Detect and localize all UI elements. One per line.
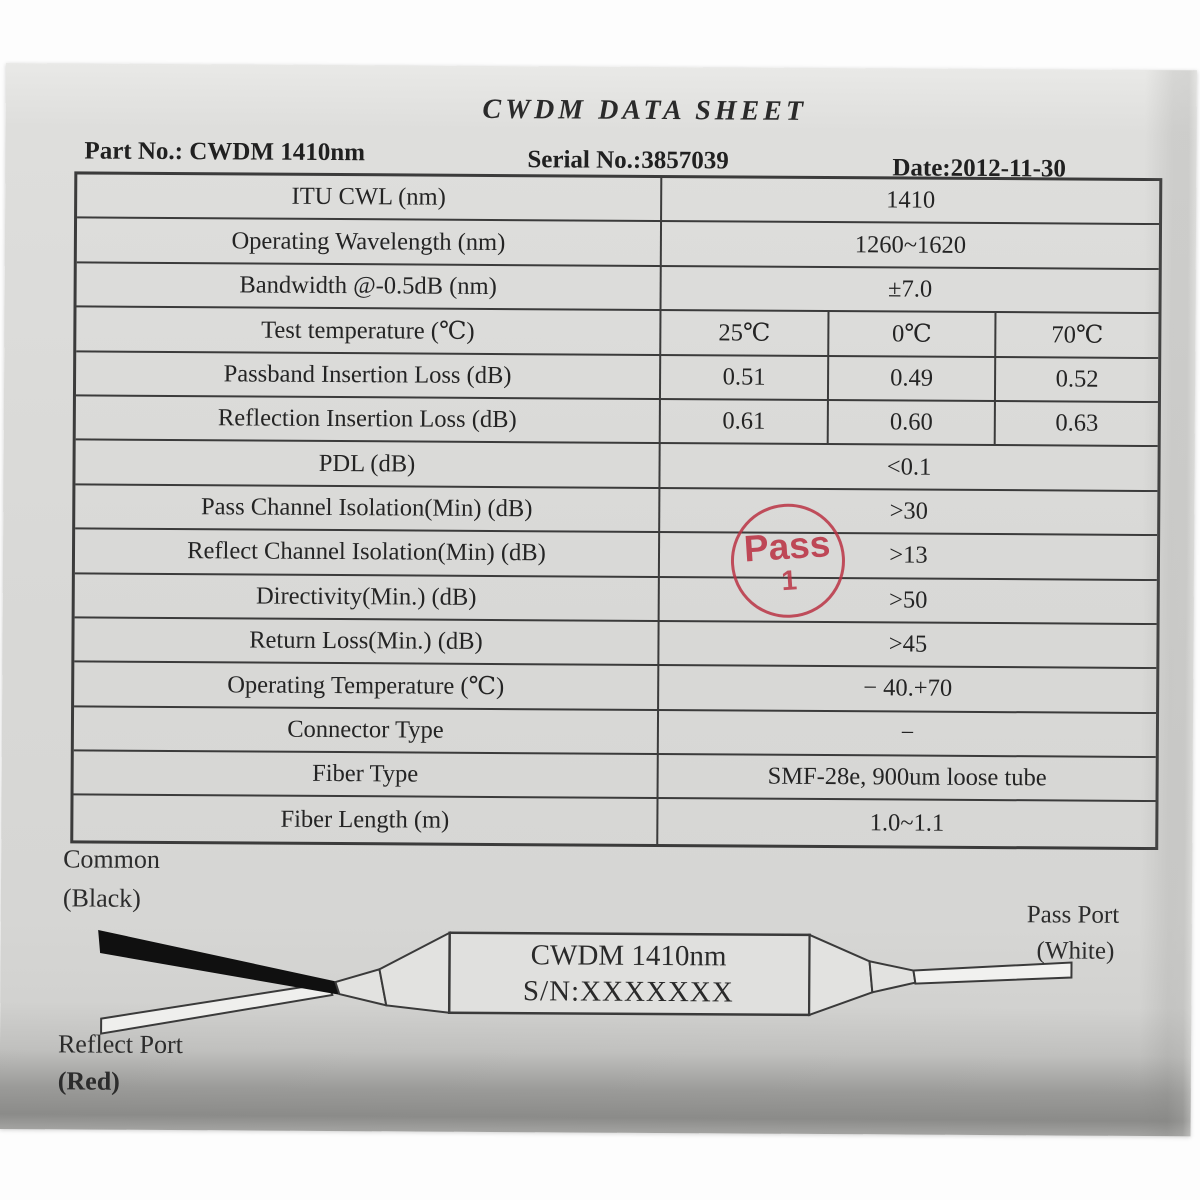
row-label: Test temperature (℃) [76,307,662,354]
row-value: 0℃ [829,312,997,356]
row-label: Fiber Type [73,751,659,798]
row-value: − [900,719,915,747]
row-label: PDL (dB) [75,440,661,487]
table-row: ITU CWL (nm) 1410 [77,174,1160,226]
row-label: Reflection Insertion Loss (dB) [75,396,661,443]
row-value: 1410 [886,186,936,214]
row-value: >45 [888,630,928,658]
row-label: Return Loss(Min.) (dB) [74,618,660,665]
row-label: Reflect Channel Isolation(Min) (dB) [74,529,661,576]
pass-port-label: Pass Port [1026,901,1120,929]
row-value: 0.52 [1055,365,1099,393]
row-value: 0.51 [660,355,830,399]
pass-fiber-white [912,961,1073,985]
table-row: Operating Wavelength (nm) 1260~1620 [76,218,1160,270]
coupler-left-neck [334,968,388,1007]
row-value: 70℃ [1051,321,1104,350]
row-value: 0.49 [828,356,997,401]
table-row: Reflection Insertion Loss (dB) 0.61 0.60 0.… [75,396,1158,448]
common-port-color: (Black) [62,883,141,913]
row-label: Pass Channel Isolation(Min) (dB) [75,485,661,532]
row-label: Bandwidth @-0.5dB (nm) [76,263,662,310]
reflect-port-color: (Red) [57,1066,120,1096]
row-value: 1.0~1.1 [869,808,945,837]
table-row: Test temperature (℃) 25℃ 0℃ 70℃ [76,307,1159,359]
row-value: 1260~1620 [854,230,967,259]
table-row: Directivity(Min.) (dB) >50 [74,573,1157,625]
coupler-right-taper [808,933,874,1017]
row-value: 0.61 [660,399,829,444]
table-row: PDL (dB) <0.1 [75,440,1158,492]
common-port-label: Common [63,844,161,874]
row-value: ±7.0 [888,275,933,303]
row-label: Operating Wavelength (nm) [76,218,663,265]
serial-number: Serial No.:3857039 [527,146,729,175]
row-label: Fiber Length (m) [73,795,659,844]
row-value: SMF-28e, 900um loose tube [767,762,1047,792]
device-label-model: CWDM 1410nm [530,939,727,973]
row-label: Directivity(Min.) (dB) [74,573,660,620]
row-value: 0.60 [828,400,996,445]
table-row: Return Loss(Min.) (dB) >45 [74,618,1157,670]
table-row: Reflect Channel Isolation(Min) (dB) >13 [74,529,1158,581]
row-label: Passband Insertion Loss (dB) [75,351,662,398]
row-value: >50 [888,586,928,614]
device-label-serial: S/N:XXXXXXX [522,975,734,1009]
part-number: Part No.: CWDM 1410nm [84,137,366,167]
row-value: >13 [889,541,928,569]
row-label: Operating Temperature (℃) [74,662,660,709]
paper-sheet: CWDM DATA SHEET Part No.: CWDM 1410nm Se… [0,63,1197,1137]
row-value: 25℃ [661,311,830,355]
device-diagram [98,929,1073,1035]
table-row: Operating Temperature (℃) − 40.+70 [74,662,1157,714]
common-fiber-black [98,929,339,995]
table-row: Connector Type − [73,707,1157,759]
coupler-left-taper [378,931,451,1014]
reflect-fiber-white [100,981,334,1035]
table-row: Fiber Type SMF-28e, 900um loose tube [73,751,1156,803]
row-value: >30 [889,497,929,525]
coupler-right-neck [868,960,917,994]
table-row: Pass Channel Isolation(Min) (dB) >30 [75,485,1158,537]
pass-port-color: (White) [1036,937,1115,965]
row-label: ITU CWL (nm) [77,174,663,221]
reflect-port-label: Reflect Port [57,1029,184,1060]
table-row: Bandwidth @-0.5dB (nm) ±7.0 [76,263,1159,315]
table-row: Fiber Length (m) 1.0~1.1 [73,795,1155,847]
page-title: CWDM DATA SHEET [482,93,808,127]
row-value: − 40.+70 [863,674,953,703]
row-value: <0.1 [886,452,932,481]
row-label: Connector Type [73,707,660,754]
row-value: 0.63 [1055,409,1099,437]
spec-table: ITU CWL (nm) 1410 Operating Wavelength (nm… [70,171,1163,850]
table-row: Passband Insertion Loss (dB) 0.51 0.49 0.52 [75,351,1159,403]
